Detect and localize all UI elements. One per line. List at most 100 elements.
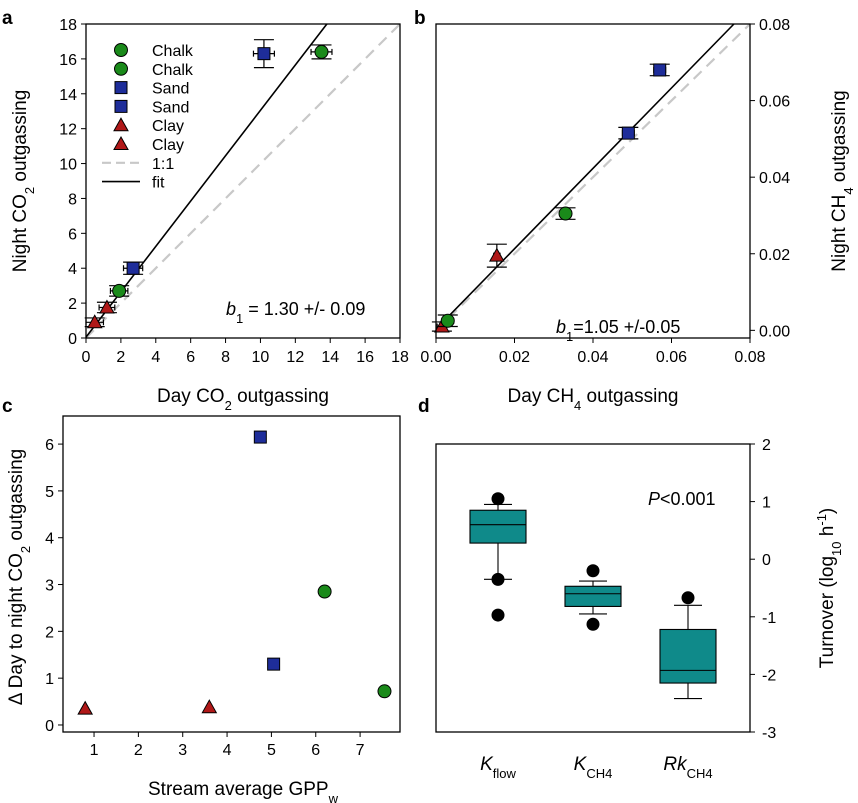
panel-c-point-chalk: [317, 584, 332, 599]
panel-a-x-tick-label: 8: [221, 349, 230, 366]
panel-d-x-label: KCH4: [574, 754, 613, 781]
panel-a-y-axis-label: Night CO2 outgassing: [10, 90, 37, 273]
panel-c-x-tick-label: 6: [311, 742, 320, 759]
panel-d-box: [564, 585, 622, 607]
legend-marker-sand: [114, 81, 128, 95]
panel-c-y-tick-label: 3: [45, 578, 54, 595]
panel-b-one-to-one-line: [435, 23, 751, 332]
panel-a-point-chalk: [314, 44, 329, 59]
panel-b-point-sand: [653, 63, 667, 77]
panel-c-point-clay: [77, 700, 94, 715]
legend-marker-chalk: [114, 61, 128, 76]
panel-b-label: b: [414, 8, 426, 29]
panel-a-x-axis-label: Day CO2 outgassing: [157, 386, 329, 413]
panel-b-fit-line: [435, 23, 735, 330]
legend-marker-clay: [113, 117, 129, 132]
panel-a-x-tick-label: 16: [356, 349, 374, 366]
panel-c: c 1 2 3 4 5 6 7 0 1 2 3 4 5 6 Stream average GPPw Δ D…: [2, 396, 401, 803]
panel-a-y-tick-label: 12: [59, 122, 77, 139]
panel-b-point-chalk: [440, 313, 455, 328]
panel-d-p-value: <0.001: [660, 489, 716, 509]
panel-a-fit-line: [85, 23, 328, 338]
legend-label: Chalk: [152, 62, 194, 79]
panel-c-x-tick-label: 2: [134, 742, 143, 759]
panel-d-p-annotation: P<0.001: [648, 489, 716, 509]
panel-a-point-sand: [126, 261, 140, 275]
panel-a-slope-annotation: b1 = 1.30 +/- 0.09: [226, 299, 365, 326]
panel-c-frame: [62, 415, 401, 733]
panel-b-y-tick-label: 0.04: [759, 170, 790, 187]
panel-b-slope-annotation: b1=1.05 +/-0.05: [556, 317, 680, 344]
panel-b-slope-var: b: [556, 317, 566, 337]
panel-b-slope-value: =1.05 +/-0.05: [573, 317, 680, 337]
panel-d-x-label-sub: CH4: [687, 766, 713, 781]
panel-d-y-axis-label: Turnover (log10 h-1): [814, 508, 844, 669]
panel-d-outlier: [491, 608, 505, 622]
panel-b-point-clay: [488, 247, 505, 262]
panel-d-outlier: [586, 564, 600, 578]
panel-a-y-tick-label: 0: [68, 331, 77, 348]
panel-c-y-tick-label: 1: [45, 671, 54, 688]
panel-b-x-tick-label: 0.00: [420, 349, 451, 366]
panel-a-one-to-one-line: [85, 23, 401, 339]
legend-marker-sand: [114, 99, 128, 113]
legend-label: Clay: [152, 118, 184, 135]
panel-d-outlier: [681, 591, 695, 605]
panel-c-point-sand: [267, 657, 281, 671]
panel-d-x-label-main: Rk: [663, 754, 688, 775]
panel-a-point-clay: [99, 299, 115, 314]
panel-c-y-tick-label: 2: [45, 624, 54, 641]
panel-b-x-axis-label: Day CH4 outgassing: [508, 386, 679, 413]
panel-a-x-tick-label: 2: [116, 349, 125, 366]
panel-a-label: a: [2, 8, 13, 29]
panel-a-y-tick-label: 16: [59, 52, 77, 69]
panel-a-point-clay: [86, 314, 103, 329]
panel-d-label: d: [418, 396, 430, 417]
panel-b-x-tick-label: 0.08: [734, 349, 765, 366]
panel-a-y-tick-label: 18: [59, 17, 77, 34]
panel-a-y-tick-label: 4: [68, 261, 77, 278]
panel-a-slope-sub: 1: [236, 311, 243, 326]
panel-a-y-tick-label: 6: [68, 226, 77, 243]
panel-b-y-tick-label: 0.06: [759, 94, 790, 111]
panel-d-y-tick-label: 0: [762, 552, 771, 569]
panel-d-y-tick-label: -3: [762, 725, 776, 742]
panel-d-box: [469, 509, 527, 544]
panel-b-x-tick-label: 0.02: [499, 349, 530, 366]
panel-c-y-axis-label: Δ Day to night CO2 outgassing: [6, 449, 33, 706]
panel-b-y-tick-label: 0.02: [759, 247, 790, 264]
panel-d-x-label: RkCH4: [663, 754, 712, 781]
panel-c-y-tick-label: 0: [45, 718, 54, 735]
panel-a-slope-var: b: [226, 299, 236, 319]
panel-d-x-label-sub: CH4: [586, 766, 612, 781]
panel-a-x-tick-label: 14: [321, 349, 339, 366]
panel-b-point-chalk: [558, 206, 573, 221]
legend-label: Chalk: [152, 43, 194, 60]
panel-a-y-tick-label: 2: [68, 296, 77, 313]
panel-a-x-tick-label: 10: [252, 349, 270, 366]
panel-c-x-tick-label: 5: [267, 742, 276, 759]
legend-label: Sand: [152, 99, 189, 116]
panel-b-y-tick-label: 0.00: [759, 323, 790, 340]
panel-d-x-label-sub: flow: [493, 766, 517, 781]
panel-b-x-tick-label: 0.06: [656, 349, 687, 366]
panel-a: a 0 2 4 6 8 10 12 14 16 18 0 2 4 6 8 10 12 14 16 18 Day CO2…: [2, 8, 409, 413]
panel-a-slope-value: = 1.30 +/- 0.09: [243, 299, 365, 319]
panel-d: d -3 -2 -1 0 1 2 Turnover (log10 h-1) P<0.001…: [418, 396, 844, 781]
panel-a-x-tick-label: 6: [186, 349, 195, 366]
panel-b-slope-sub: 1: [566, 329, 573, 344]
legend-label: 1:1: [152, 156, 174, 173]
panel-c-x-axis-label: Stream average GPPw: [148, 779, 339, 803]
panel-a-point-chalk: [112, 283, 127, 298]
panel-d-box: [659, 628, 717, 684]
panel-c-point-clay: [201, 699, 218, 714]
panel-c-y-tick-label: 5: [45, 484, 54, 501]
panel-c-x-tick-label: 1: [90, 742, 99, 759]
legend-label: Clay: [152, 137, 184, 154]
legend-label: fit: [152, 175, 165, 192]
panel-a-x-tick-label: 12: [286, 349, 304, 366]
panel-d-outlier: [586, 617, 600, 631]
panel-b-frame: [435, 23, 751, 339]
panel-a-x-tick-label: 0: [82, 349, 91, 366]
panel-b-y-tick-label: 0.08: [759, 17, 790, 34]
